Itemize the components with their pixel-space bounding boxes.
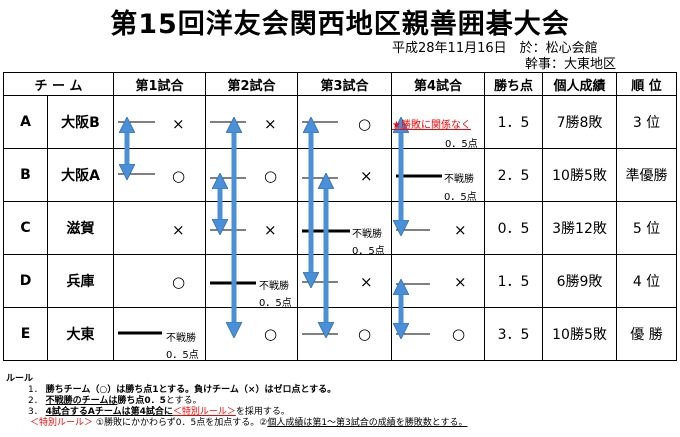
forfeit-label: 不戦勝: [352, 229, 382, 240]
table-row: C 滋賀 0．5 3勝12敗 5 位: [3, 201, 677, 255]
forfeit-points: 0．5点: [352, 246, 385, 257]
result-loss: ×: [264, 221, 277, 239]
result-loss: ×: [360, 273, 373, 291]
result-win: ○: [358, 325, 372, 343]
header-match-4: 第4試合: [391, 72, 485, 96]
result-win: ○: [172, 167, 186, 185]
team-id: C: [3, 201, 48, 255]
table-row: E 大東 3．5 10勝5敗 優 勝: [3, 307, 677, 361]
result-win: ○: [452, 325, 466, 343]
team-rank: 4 位: [616, 254, 677, 308]
forfeit-label: 不戦勝: [166, 333, 196, 344]
result-loss: ×: [360, 167, 373, 185]
team-rank: 優 勝: [616, 307, 677, 361]
result-win: ○: [264, 325, 278, 343]
team-id: A: [3, 95, 48, 149]
team-id: E: [3, 307, 48, 361]
result-loss: ×: [454, 273, 467, 291]
team-record: 10勝5敗: [542, 148, 617, 202]
team-name: 大阪A: [47, 148, 114, 202]
team-name: 大東: [47, 307, 114, 361]
host-line: 幹事：大東地区: [525, 57, 617, 72]
team-record: 7勝8敗: [542, 95, 617, 149]
rule-2: 2． 不戦勝のチームは勝ち点0．5とする。: [28, 396, 202, 406]
result-loss: ×: [172, 221, 185, 239]
team-record: 6勝9敗: [542, 254, 617, 308]
team-points: 1．5: [484, 95, 543, 149]
date-venue-line: 平成28年11月16日 於：松心会館: [392, 41, 598, 56]
table-row: A 大阪B 1．5 7勝8敗 3 位: [3, 95, 677, 149]
result-loss: ×: [264, 115, 277, 133]
team-name: 兵庫: [47, 254, 114, 308]
header-record: 個人成績: [542, 72, 617, 96]
team-rank: 3 位: [616, 95, 677, 149]
rule-special: ＜特別ルール＞ ①勝敗にかかわらず0．5点を加点する。②個人成績は第1～第3試合…: [30, 418, 468, 428]
team-name: 滋賀: [47, 201, 114, 255]
special-points: 0．5点: [445, 139, 478, 150]
team-points: 1．5: [484, 254, 543, 308]
rules-section: ルール 1． 勝ちチーム（○）は勝ち点1とする。負けチーム（×）はゼロ点とする。…: [6, 374, 468, 429]
table-row: B 大阪A 2．5 10勝5敗 準優勝: [3, 148, 677, 202]
forfeit-label: 不戦勝: [259, 281, 289, 292]
team-name: 大阪B: [47, 95, 114, 149]
team-points: 0．5: [484, 201, 543, 255]
team-record: 10勝5敗: [542, 307, 617, 361]
result-win: ○: [172, 273, 186, 291]
result-win: ○: [358, 115, 372, 133]
header-match-2: 第2試合: [205, 72, 298, 96]
table-row: D 兵庫 1．5 6勝9敗 4 位: [3, 254, 677, 308]
forfeit-points: 0．5点: [259, 298, 292, 309]
results-table: チ ー ム 第1試合 第2試合 第3試合 第4試合 勝ち点 個人成績 順 位 A…: [3, 72, 677, 361]
team-rank: 準優勝: [616, 148, 677, 202]
header-team: チ ー ム: [3, 72, 114, 96]
forfeit-points: 0．5点: [166, 350, 199, 361]
team-record: 3勝12敗: [542, 201, 617, 255]
rule-1: 1． 勝ちチーム（○）は勝ち点1とする。負けチーム（×）はゼロ点とする。: [28, 385, 337, 395]
team-points: 2．5: [484, 148, 543, 202]
team-id: B: [3, 148, 48, 202]
result-win: ○: [264, 167, 278, 185]
team-points: 3．5: [484, 307, 543, 361]
result-loss: ×: [172, 115, 185, 133]
header-match-3: 第3試合: [297, 72, 392, 96]
forfeit-points: 0．5点: [444, 192, 477, 203]
table-header-row: チ ー ム 第1試合 第2試合 第3試合 第4試合 勝ち点 個人成績 順 位: [3, 72, 677, 96]
team-rank: 5 位: [616, 201, 677, 255]
forfeit-label: 不戦勝: [444, 174, 474, 185]
header-match-1: 第1試合: [113, 72, 206, 96]
header-rank: 順 位: [616, 72, 677, 96]
header-points: 勝ち点: [484, 72, 543, 96]
rule-3: 3． 4試合するAチームは第4試合に＜特別ルール＞を採用する。: [28, 407, 290, 417]
result-loss: ×: [454, 221, 467, 239]
special-rule-note: ★勝敗に関係なく: [392, 120, 471, 131]
page-title: 第15回洋友会関西地区親善囲碁大会: [110, 9, 570, 40]
rules-heading: ルール: [6, 374, 34, 384]
team-id: D: [3, 254, 48, 308]
